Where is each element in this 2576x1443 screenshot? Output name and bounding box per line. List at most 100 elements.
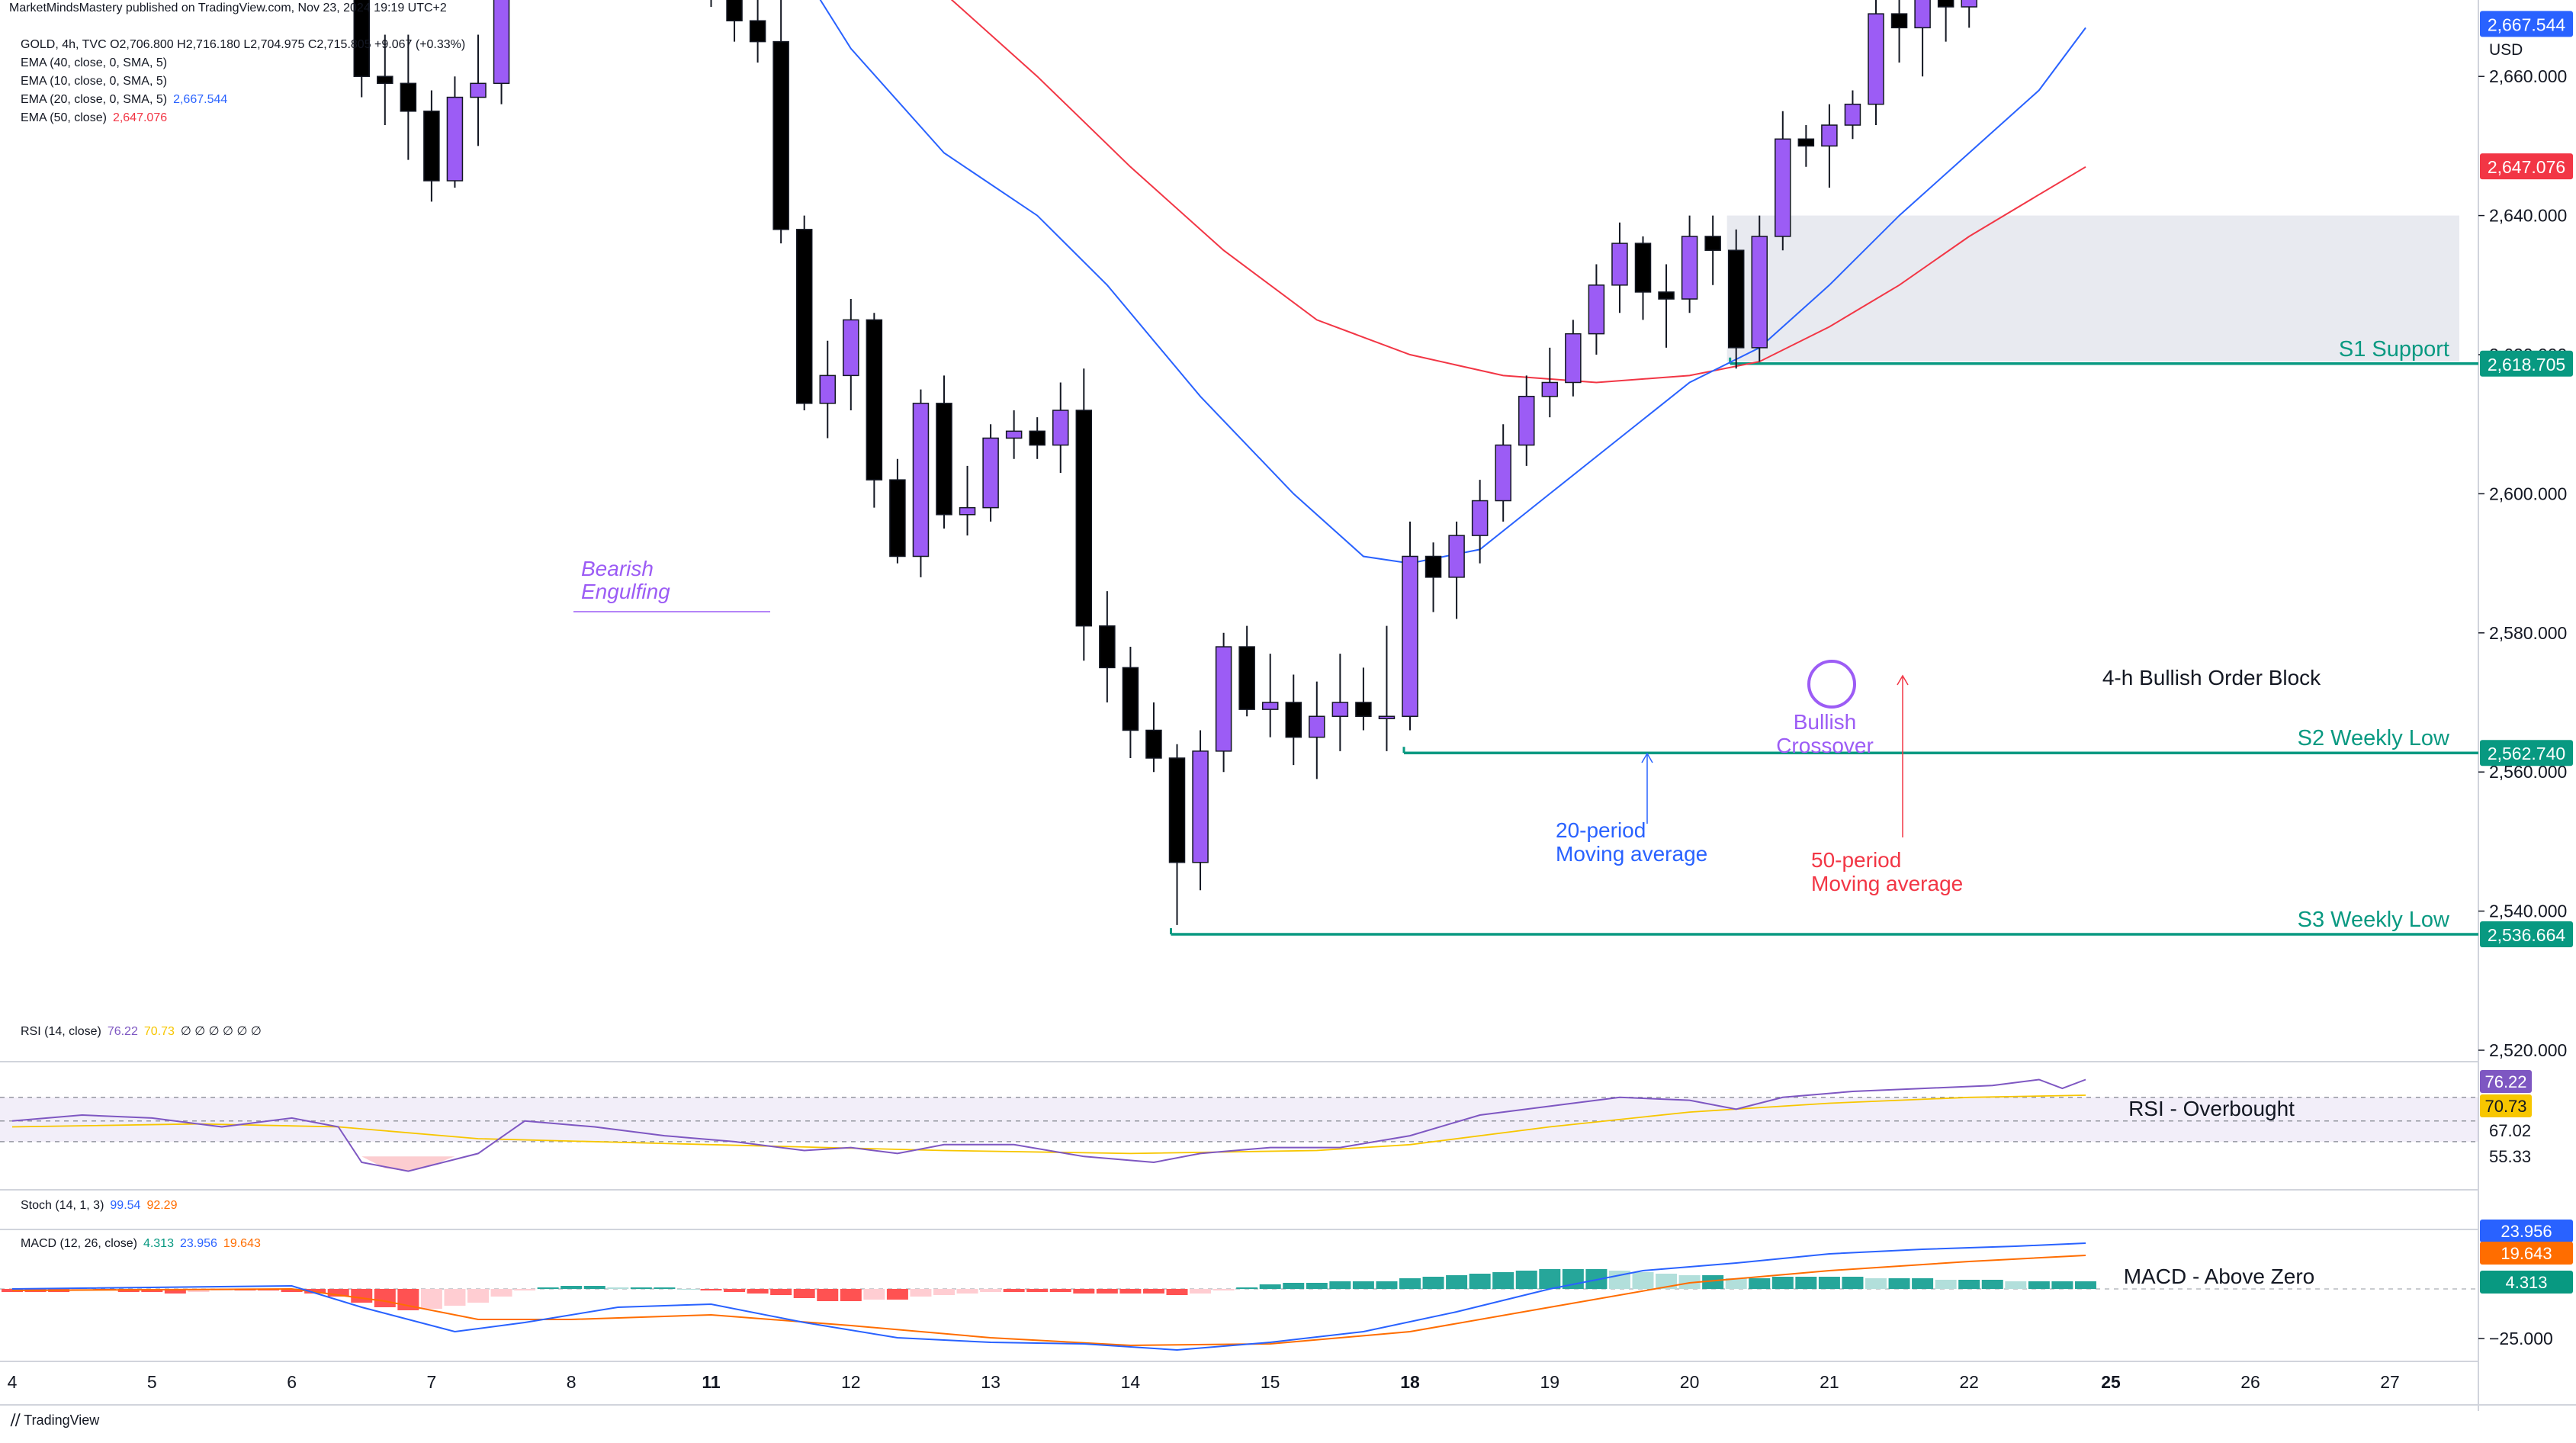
- ema20-legend: EMA (20, close, 0, SMA, 5) 2,667.544: [21, 93, 228, 106]
- macd-histogram-bar: [1003, 1289, 1025, 1292]
- macd-histogram-bar: [817, 1289, 839, 1301]
- rsi-level-label: 67.02: [2489, 1121, 2531, 1140]
- order-block-label: 4-h Bullish Order Block: [2102, 666, 2321, 689]
- macd-histogram-bar: [1142, 1289, 1164, 1294]
- macd-histogram-bar: [933, 1289, 955, 1295]
- macd-histogram-bar: [886, 1289, 908, 1300]
- macd-histogram-bar: [1492, 1272, 1514, 1289]
- macd-value-label: 23.956: [2501, 1222, 2552, 1241]
- macd-histogram-bar: [1912, 1278, 1934, 1289]
- y-tick-label: 2,540.000: [2489, 901, 2567, 921]
- macd-histogram-bar: [1446, 1275, 1468, 1289]
- macd-histogram-bar: [1702, 1275, 1724, 1289]
- candle-body: [1914, 0, 1931, 29]
- macd-signal-line: [11, 1255, 2086, 1347]
- macd-histogram-bar: [1352, 1281, 1374, 1289]
- macd-histogram-bar: [188, 1289, 210, 1292]
- ema50-price-tag: [2480, 153, 2573, 180]
- macd-histogram-bar: [1749, 1278, 1771, 1289]
- macd-histogram-bar: [327, 1289, 349, 1297]
- macd-tick-label: −25.000: [2489, 1329, 2553, 1348]
- x-tick-label: 8: [567, 1372, 577, 1392]
- ema20-legend-value: 2,667.544: [173, 93, 228, 106]
- macd-histogram-bar: [1842, 1277, 1864, 1289]
- macd-value-tag: [2480, 1220, 2573, 1242]
- rsi-legend: RSI (14, close) 76.22 70.73 ∅ ∅ ∅ ∅ ∅ ∅: [21, 1025, 262, 1038]
- x-tick-label: 22: [1959, 1372, 1979, 1392]
- x-tick-label: 12: [841, 1372, 861, 1392]
- stoch-legend: Stoch (14, 1, 3) 99.54 92.29: [21, 1199, 178, 1212]
- x-tick-label: 27: [2380, 1372, 2400, 1392]
- macd-histogram-bar: [1515, 1271, 1537, 1289]
- rsi-line: [11, 1078, 2086, 1172]
- candle-body: [377, 76, 393, 85]
- candle-body: [423, 111, 440, 182]
- x-tick-label: 19: [1540, 1372, 1560, 1392]
- candle-body: [982, 437, 999, 509]
- x-tick-label: 5: [147, 1372, 157, 1392]
- macd-histogram-bar: [1096, 1289, 1118, 1294]
- level-label: S3 Weekly Low: [2298, 908, 2450, 932]
- candle-body: [1448, 535, 1465, 578]
- candle-body: [1681, 236, 1698, 300]
- ma50-label: 50-period: [1811, 848, 1901, 872]
- candle-body: [1658, 291, 1675, 300]
- macd-histogram-bar: [1958, 1280, 1980, 1289]
- ema20-line: [819, 0, 2086, 564]
- y-tick-label: 2,660.000: [2489, 66, 2567, 86]
- candle-body: [1704, 236, 1721, 251]
- macd-histogram-bar: [747, 1289, 769, 1294]
- macd-histogram-bar: [1865, 1278, 1887, 1289]
- candle-body: [749, 20, 766, 43]
- candle-body: [1751, 236, 1768, 349]
- macd-histogram-bar: [420, 1289, 442, 1309]
- macd-histogram-bar: [2028, 1281, 2050, 1289]
- tradingview-footer: ⧸⧸ TradingView: [11, 1412, 99, 1429]
- ma20-label: 20-period: [1556, 818, 1646, 842]
- candle-body: [493, 0, 510, 85]
- symbol-line: GOLD, 4h, TVC O2,706.800 H2,716.180 L2,7…: [21, 38, 466, 51]
- candle-body: [1844, 103, 1861, 126]
- bullish-crossover-label: Crossover: [1776, 734, 1874, 757]
- macd-histogram-bar: [514, 1289, 536, 1290]
- level-label: S2 Weekly Low: [2298, 726, 2450, 750]
- macd-value-tag: [2480, 1271, 2573, 1294]
- ema50-legend: EMA (50, close) 2,647.076: [21, 111, 168, 124]
- macd-histogram-bar: [1259, 1284, 1281, 1289]
- macd-histogram-bar: [164, 1289, 186, 1294]
- ema10-legend: EMA (10, close, 0, SMA, 5): [21, 75, 168, 88]
- level-price-label: 2,536.664: [2488, 925, 2566, 945]
- candle-body: [1168, 757, 1186, 863]
- macd-histogram-bar: [2051, 1281, 2073, 1289]
- macd-histogram-bar: [630, 1287, 652, 1289]
- ma50-pointer-arrow: [1897, 674, 1909, 686]
- macd-histogram-bar: [467, 1289, 489, 1303]
- candle-body: [1961, 0, 1977, 8]
- macd-line: [11, 1242, 2086, 1351]
- macd-histogram-bar: [2074, 1281, 2096, 1289]
- candle-body: [1099, 625, 1116, 669]
- candle-body: [1309, 715, 1325, 738]
- ma20-label: Moving average: [1556, 842, 1707, 866]
- macd-histogram-bar: [724, 1289, 746, 1292]
- x-tick-label: 18: [1400, 1372, 1420, 1392]
- macd-histogram-bar: [770, 1289, 792, 1295]
- macd-histogram-bar: [1888, 1278, 1910, 1289]
- rsi-overbought-label: RSI - Overbought: [2128, 1097, 2295, 1120]
- macd-histogram-bar: [1981, 1280, 2003, 1289]
- rsi-oversold-fill: [361, 1156, 455, 1171]
- level-price-tag: [2480, 921, 2573, 948]
- macd-histogram-bar: [1656, 1274, 1678, 1289]
- macd-histogram-bar: [1190, 1289, 1212, 1294]
- x-tick-label: 4: [8, 1372, 18, 1392]
- candle-body: [1937, 0, 1954, 8]
- ema40-legend: EMA (40, close, 0, SMA, 5): [21, 56, 168, 69]
- ema50-price-tag-text: 2,647.076: [2488, 157, 2565, 177]
- candle-body: [819, 374, 836, 404]
- candle-body: [1005, 430, 1023, 439]
- bullish-crossover-label: Bullish: [1794, 710, 1856, 734]
- macd-histogram-bar: [1399, 1278, 1421, 1289]
- y-tick-label: 2,580.000: [2489, 623, 2567, 643]
- macd-value-label: 19.643: [2501, 1244, 2552, 1263]
